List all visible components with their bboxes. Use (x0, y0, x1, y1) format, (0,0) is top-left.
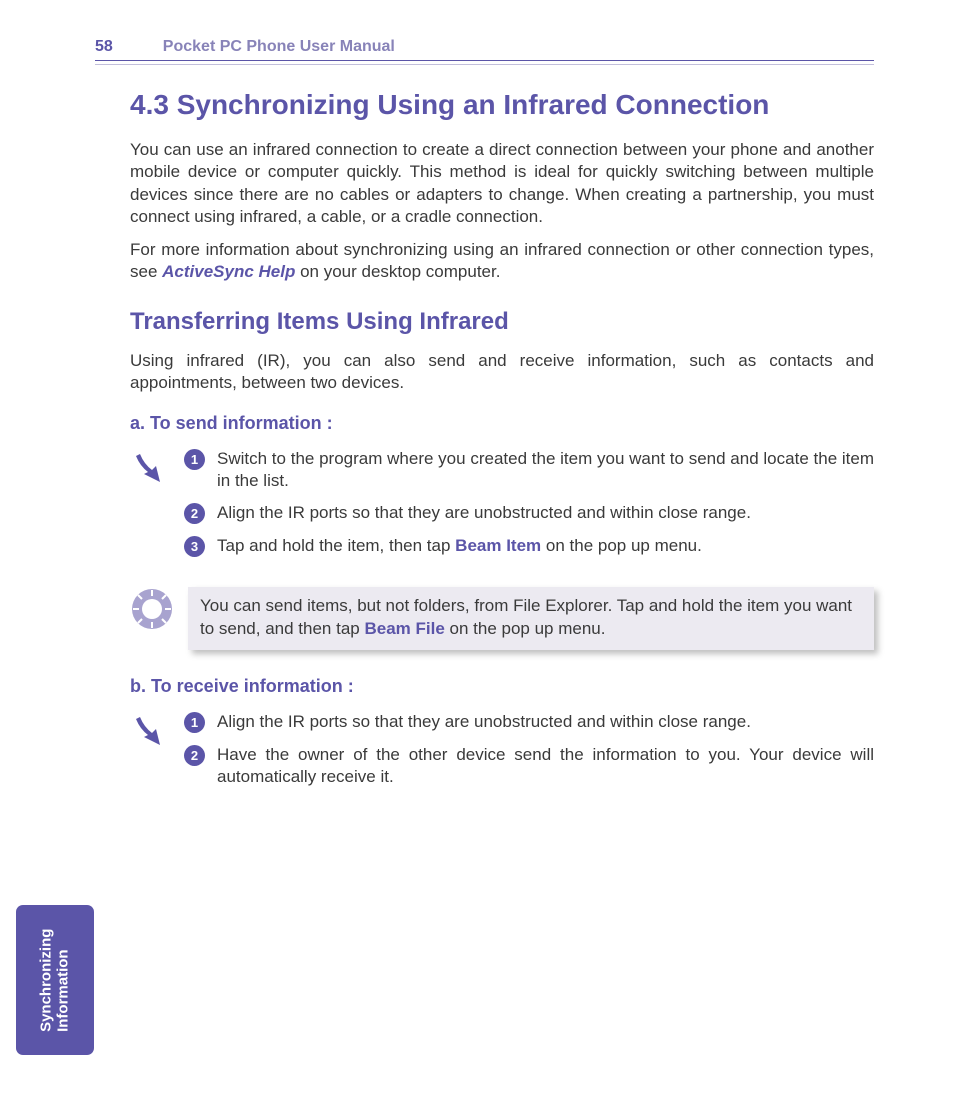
manual-title: Pocket PC Phone User Manual (163, 38, 395, 56)
chapter-side-tab: Synchronizing Information (16, 905, 94, 1055)
manual-page: 58 Pocket PC Phone User Manual 4.3 Synch… (0, 0, 954, 858)
procedure-arrow-icon (130, 448, 170, 568)
text: on your desktop computer. (295, 262, 500, 281)
text: Information (55, 949, 72, 1032)
text: Tap and hold the item, then tap (217, 536, 455, 555)
list-item: 1 Align the IR ports so that they are un… (184, 711, 874, 733)
step-number-badge: 1 (184, 449, 205, 470)
section-title: 4.3 Synchronizing Using an Infrared Conn… (130, 89, 874, 121)
step-text: Align the IR ports so that they are unob… (217, 502, 874, 524)
steps-list: 1 Switch to the program where you create… (184, 448, 874, 568)
section-body: You can use an infrared connection to cr… (130, 139, 874, 284)
beam-file-label: Beam File (364, 619, 444, 638)
step-number-badge: 2 (184, 503, 205, 524)
step-text: Tap and hold the item, then tap Beam Ite… (217, 535, 874, 557)
side-tab-label: Synchronizing Information (38, 928, 73, 1031)
subsection-title: Transferring Items Using Infrared (130, 308, 874, 336)
text: on the pop up menu. (541, 536, 702, 555)
send-heading: a. To send information : (130, 413, 874, 434)
step-text: Align the IR ports so that they are unob… (217, 711, 874, 733)
receive-steps: 1 Align the IR ports so that they are un… (130, 711, 874, 798)
step-number-badge: 2 (184, 745, 205, 766)
header-rule-dark (95, 60, 874, 61)
step-number-badge: 1 (184, 712, 205, 733)
procedure-arrow-icon (130, 711, 170, 798)
list-item: 2 Align the IR ports so that they are un… (184, 502, 874, 524)
page-header: 58 Pocket PC Phone User Manual (95, 38, 874, 56)
beam-item-label: Beam Item (455, 536, 541, 555)
step-text: Switch to the program where you created … (217, 448, 874, 493)
activesync-help-link[interactable]: ActiveSync Help (162, 262, 295, 281)
step-number-badge: 3 (184, 536, 205, 557)
tip-callout: You can send items, but not folders, fro… (130, 587, 874, 650)
paragraph: For more information about synchronizing… (130, 239, 874, 284)
header-rule-light (95, 64, 874, 65)
page-number: 58 (95, 38, 113, 56)
tip-lightbulb-icon (130, 587, 174, 636)
paragraph: You can use an infrared connection to cr… (130, 139, 874, 229)
receive-heading: b. To receive information : (130, 676, 874, 697)
list-item: 1 Switch to the program where you create… (184, 448, 874, 493)
text: on the pop up menu. (445, 619, 606, 638)
send-steps: 1 Switch to the program where you create… (130, 448, 874, 568)
tip-box: You can send items, but not folders, fro… (188, 587, 874, 650)
text: Synchronizing (38, 928, 55, 1031)
list-item: 2 Have the owner of the other device sen… (184, 744, 874, 789)
subsection-intro: Using infrared (IR), you can also send a… (130, 350, 874, 395)
step-text: Have the owner of the other device send … (217, 744, 874, 789)
steps-list: 1 Align the IR ports so that they are un… (184, 711, 874, 798)
list-item: 3 Tap and hold the item, then tap Beam I… (184, 535, 874, 557)
